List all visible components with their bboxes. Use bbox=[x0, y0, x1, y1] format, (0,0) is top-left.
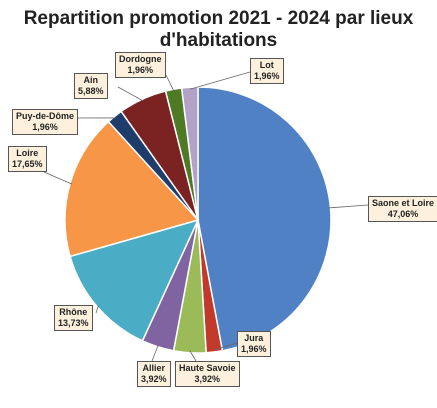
data-label-puy-de-d-me: Puy-de-Dôme 1,96% bbox=[12, 109, 79, 135]
leader-line-ain bbox=[117, 86, 144, 102]
data-label-value: 17,65% bbox=[12, 159, 43, 169]
data-label-haute-savoie: Haute Savoie 3,92% bbox=[175, 361, 240, 387]
data-label-value: 3,92% bbox=[194, 374, 221, 384]
leader-line-allier bbox=[151, 344, 159, 362]
leader-line-loire bbox=[43, 171, 73, 185]
leader-line-rh-ne bbox=[95, 305, 99, 314]
data-label-name: Jura bbox=[244, 333, 264, 343]
data-label-name: Saone et Loire bbox=[372, 198, 435, 208]
leader-line-haute-savoie bbox=[189, 350, 197, 362]
pie-slice-rh-ne bbox=[69, 218, 200, 342]
data-label-loire: Loire 17,65% bbox=[8, 146, 47, 172]
data-label-name: Puy-de-Dôme bbox=[16, 111, 75, 121]
data-label-name: Allier bbox=[142, 363, 166, 373]
data-label-name: Haute Savoie bbox=[179, 363, 236, 373]
data-label-allier: Allier 3,92% bbox=[137, 361, 171, 387]
data-label-value: 5,88% bbox=[78, 86, 104, 96]
data-label-saone-et-loire: Saone et Loire 47,06% bbox=[368, 196, 437, 222]
data-label-value: 1,96% bbox=[127, 65, 154, 75]
data-label-value: 3,92% bbox=[141, 374, 167, 384]
data-label-value: 1,96% bbox=[32, 122, 58, 132]
leader-line-saone-et-loire bbox=[328, 204, 369, 209]
data-label-name: Loire bbox=[16, 148, 39, 158]
chart-title-line-1: Repartition promotion 2021 - 2024 par li… bbox=[23, 8, 414, 29]
data-label-name: Dordogne bbox=[119, 54, 162, 64]
data-label-ain: Ain 5,88% bbox=[74, 73, 108, 99]
data-label-lot: Lot 1,96% bbox=[250, 58, 284, 84]
data-label-value: 1,96% bbox=[254, 71, 280, 81]
pie-slice-saone-et-loire bbox=[197, 86, 332, 352]
data-label-value: 13,73% bbox=[58, 318, 89, 328]
data-label-name: Rhône bbox=[59, 307, 88, 317]
data-label-dordogne: Dordogne 1,96% bbox=[115, 52, 166, 78]
data-label-rh-ne: Rhône 13,73% bbox=[54, 305, 93, 331]
leader-line-dordogne bbox=[165, 74, 175, 92]
leader-line-lot bbox=[189, 71, 251, 90]
data-label-value: 1,96% bbox=[241, 344, 267, 354]
data-label-name: Ain bbox=[83, 75, 99, 85]
data-label-name: Lot bbox=[259, 60, 274, 70]
data-label-value: 47,06% bbox=[387, 209, 419, 219]
data-label-jura: Jura 1,96% bbox=[237, 331, 271, 357]
chart-title-line-2: d'habitations bbox=[159, 30, 278, 51]
